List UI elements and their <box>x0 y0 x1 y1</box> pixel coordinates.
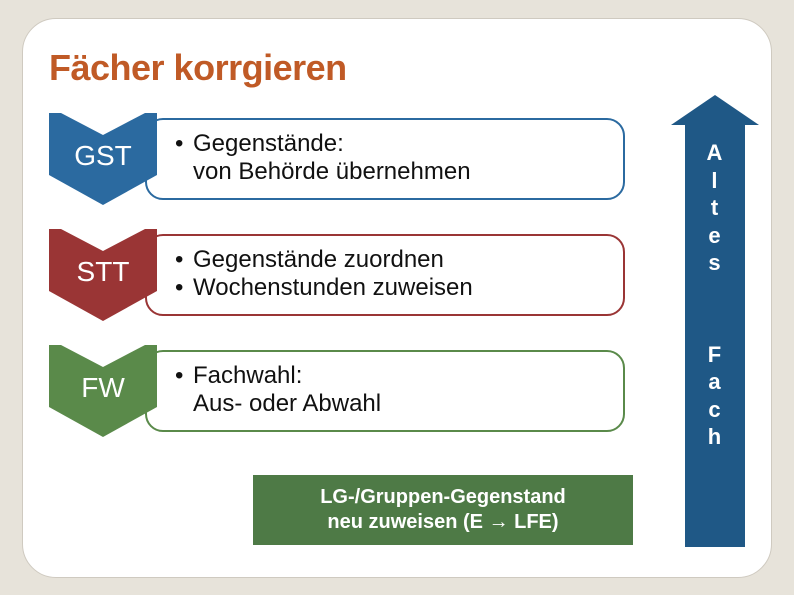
bubble-text: Gegenstände zuordnen <box>193 246 444 274</box>
bubble-text: Gegenstände: <box>193 130 344 158</box>
bubble-text: Fachwahl: <box>193 362 302 390</box>
slide-card: Fächer korrgieren GST •Gegenstände: von … <box>22 18 772 578</box>
bubble-gst: •Gegenstände: von Behörde übernehmen <box>145 118 625 200</box>
chevron-gst: GST <box>49 113 157 205</box>
bubble-fw: •Fachwahl: Aus- oder Abwahl <box>145 350 625 432</box>
row-stt: STT •Gegenstände zuordnen •Wochenstunden… <box>49 229 745 321</box>
vbar-seg-fach: F a c h <box>708 341 722 451</box>
process-rows: GST •Gegenstände: von Behörde übernehmen… <box>49 113 745 437</box>
chevron-label: FW <box>81 372 125 404</box>
chevron-label: GST <box>74 140 132 172</box>
chevron-stt: STT <box>49 229 157 321</box>
bubble-text: von Behörde übernehmen <box>193 158 471 186</box>
bottom-label: LG-/Gruppen-Gegenstand neu zuweisen (E →… <box>253 475 633 545</box>
vbar-seg-altes: A l t e s <box>707 139 724 277</box>
chevron-label: STT <box>77 256 130 288</box>
vertical-arrow: A l t e s F a c h <box>685 123 745 547</box>
bubble-stt: •Gegenstände zuordnen •Wochenstunden zuw… <box>145 234 625 316</box>
bubble-text: Aus- oder Abwahl <box>193 390 381 418</box>
row-gst: GST •Gegenstände: von Behörde übernehmen <box>49 113 745 205</box>
row-fw: FW •Fachwahl: Aus- oder Abwahl <box>49 345 745 437</box>
bottom-label-line: neu zuweisen (E → LFE) <box>265 510 621 535</box>
bottom-label-line: LG-/Gruppen-Gegenstand <box>265 485 621 510</box>
slide-title: Fächer korrgieren <box>49 47 745 89</box>
bubble-text: Wochenstunden zuweisen <box>193 274 473 302</box>
chevron-fw: FW <box>49 345 157 437</box>
